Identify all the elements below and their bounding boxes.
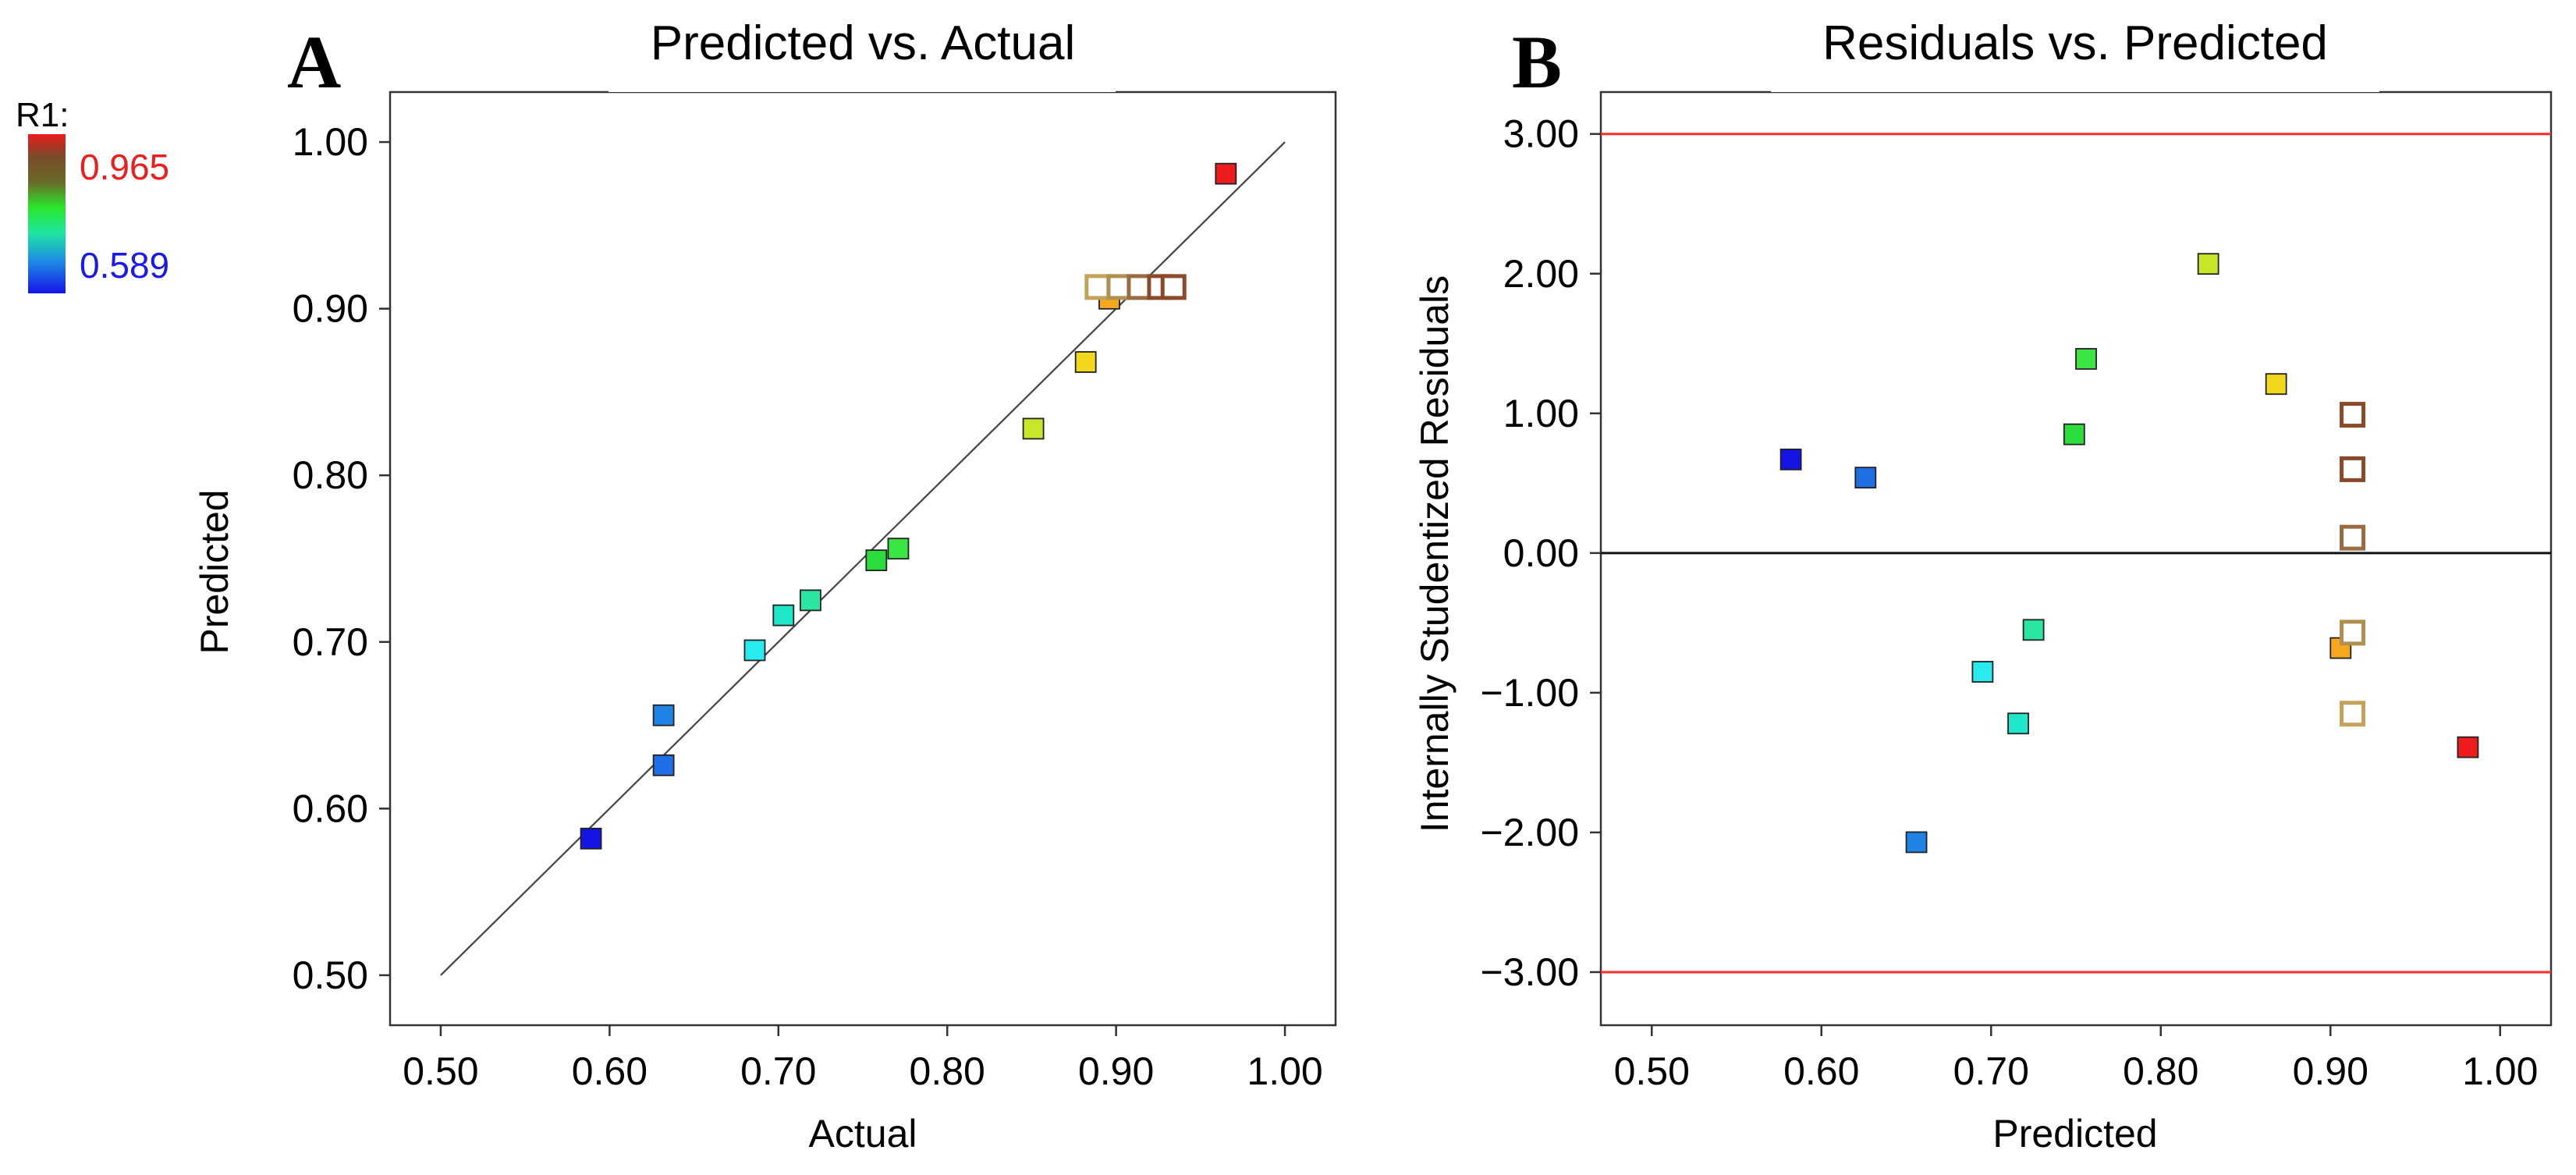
panel-b-x-tick-label: 0.50	[1614, 1049, 1690, 1093]
panel-b-plot-area	[1599, 91, 2553, 1027]
panel-b-reference-lines	[1601, 133, 2551, 974]
panel-a-y-ticks: 0.50 0.60 0.70 0.80 0.90 1.00	[293, 120, 390, 997]
panel-b-x-ticks: 0.50 0.60 0.70 0.80 0.90 1.00	[1614, 1025, 2538, 1093]
panel-b-x-tick-label: 0.90	[2293, 1049, 2368, 1093]
panel-b-x-tick-label: 0.70	[1953, 1049, 2029, 1093]
panel-b-x-tick-label: 0.80	[2123, 1049, 2198, 1093]
legend-title: R1:	[16, 96, 69, 134]
panel-b-y-ticks: −3.00 −2.00 −1.00 0.00 1.00 2.00 3.00	[1480, 112, 1601, 994]
panel-a-x-tick-label: 0.50	[403, 1049, 478, 1093]
panel-b-data-point-open	[2340, 402, 2366, 428]
panel-b-y-tick-label: −1.00	[1480, 671, 1579, 715]
panel-a-data-point-open	[1106, 274, 1133, 300]
panel-a-y-tick-label: 0.50	[293, 953, 368, 997]
panel-b-y-tick-label: 3.00	[1503, 112, 1579, 156]
panel-a-xlabel: Actual	[809, 1112, 917, 1155]
panel-a-data-point	[652, 754, 675, 776]
panel-a-points	[580, 162, 1237, 850]
panel-a-data-point	[1215, 162, 1237, 185]
panel-a-data-point	[865, 549, 888, 572]
panel-a-x-tick-label: 0.60	[572, 1049, 648, 1093]
legend-color-bar	[28, 134, 66, 293]
panel-a-x-tick-label: 0.70	[740, 1049, 816, 1093]
panel-b-data-point	[2197, 253, 2219, 275]
panel-b-data-point	[1779, 448, 1802, 470]
panel-a-ylabel: Predicted	[193, 489, 236, 654]
panel-b-title: Residuals vs. Predicted	[1822, 16, 2328, 70]
panel-b-y-tick-label: 2.00	[1503, 252, 1579, 296]
panel-b-data-point	[2007, 712, 2029, 735]
panel-b-y-tick-label: −3.00	[1480, 950, 1579, 994]
panel-a-data-point-open	[1127, 274, 1153, 300]
panel-b-data-point-open	[2340, 701, 2366, 727]
panel-a-y-tick-label: 1.00	[293, 120, 368, 164]
panel-b-data-point-open	[2340, 524, 2366, 551]
panel-a-data-point	[800, 589, 821, 612]
color-legend: R1: 0.965 0.589	[16, 96, 169, 293]
panel-a-y-tick-label: 0.70	[293, 620, 368, 664]
panel-a-letter: A	[287, 20, 341, 104]
panel-b-y-tick-label: −2.00	[1480, 811, 1579, 854]
panel-b-title-background	[1771, 14, 2379, 92]
panel-a-data-point	[743, 639, 766, 662]
panel-a-data-point	[1022, 417, 1045, 440]
panel-b-data-point	[1905, 831, 1928, 854]
panel-a-data-point	[887, 538, 910, 560]
panel-a-x-tick-label: 1.00	[1247, 1049, 1322, 1093]
panel-b-data-point	[1854, 467, 1877, 489]
panel-b-data-point	[2063, 423, 2085, 446]
panel-a-data-point-open	[1084, 274, 1111, 300]
panel-a-data-point	[1074, 351, 1097, 373]
panel-b-data-point	[2022, 619, 2045, 641]
panel-b-x-tick-label: 0.60	[1783, 1049, 1859, 1093]
panel-b-data-point-open	[2340, 456, 2366, 482]
panel-a-y-tick-label: 0.90	[293, 287, 368, 331]
panel-a-x-tick-label: 0.90	[1078, 1049, 1154, 1093]
legend-min-label: 0.589	[80, 245, 169, 286]
panel-a-y-tick-label: 0.80	[293, 453, 368, 497]
panel-b-data-point-open	[2340, 619, 2366, 646]
panel-b-y-tick-label: 1.00	[1503, 392, 1579, 435]
panel-a-data-point-open	[1160, 274, 1187, 300]
panel-b: B Residuals vs. Predicted Predicted Inte…	[1413, 14, 2553, 1155]
panel-a-title: Predicted vs. Actual	[651, 16, 1076, 70]
panel-a-x-tick-label: 0.80	[910, 1049, 985, 1093]
panel-a-x-ticks: 0.50 0.60 0.70 0.80 0.90 1.00	[403, 1025, 1323, 1093]
panel-b-x-tick-label: 1.00	[2462, 1049, 2538, 1093]
panel-b-data-point	[2075, 348, 2097, 370]
panel-a-data-point	[772, 604, 795, 627]
panel-a: A Predicted vs. Actual Actual Predicted …	[193, 14, 1337, 1155]
panel-b-data-point	[1971, 661, 1994, 683]
panel-b-xlabel: Predicted	[1992, 1112, 2157, 1155]
panel-b-ylabel: Internally Studentized Residuals	[1413, 275, 1457, 832]
panel-b-letter: B	[1512, 20, 1562, 104]
panel-a-data-point	[580, 827, 602, 850]
panel-a-title-background	[609, 14, 1116, 92]
panel-b-y-tick-label: 0.00	[1503, 531, 1579, 575]
panel-b-data-point	[2457, 736, 2479, 758]
panel-a-data-point	[652, 704, 675, 726]
panel-b-data-point	[2265, 373, 2287, 396]
legend-max-label: 0.965	[80, 147, 169, 187]
panel-a-y-tick-label: 0.60	[293, 786, 368, 830]
panel-b-points	[1779, 253, 2479, 854]
